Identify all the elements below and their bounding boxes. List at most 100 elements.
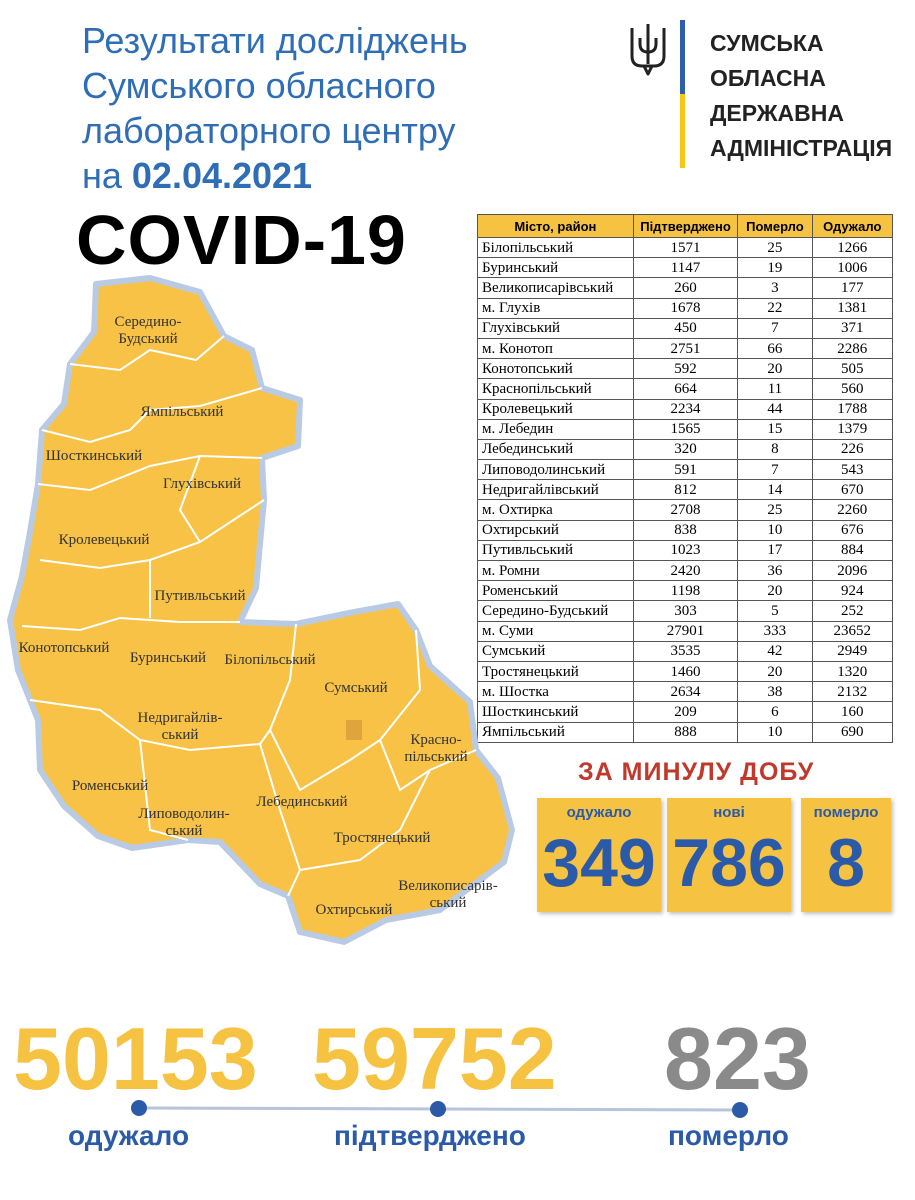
table-header-row: Місто, район Підтверджено Померло Одужал… xyxy=(477,214,894,238)
cell-district: Шосткинський xyxy=(477,701,634,723)
cell-confirmed: 260 xyxy=(632,277,739,299)
cell-confirmed: 591 xyxy=(632,459,739,481)
cell-died: 333 xyxy=(737,620,813,642)
district-borders xyxy=(21,335,477,897)
table-row: Кролевецький 2234 44 1788 xyxy=(477,398,894,420)
table-row: Середино-Будський 303 5 252 xyxy=(477,600,894,622)
title-line: лабораторного центру xyxy=(82,110,456,151)
cell-confirmed: 664 xyxy=(632,378,739,400)
cell-recovered: 160 xyxy=(811,701,894,723)
cell-confirmed: 320 xyxy=(632,438,739,461)
cell-recovered: 676 xyxy=(811,519,894,541)
cell-recovered: 226 xyxy=(811,438,894,461)
header-died: Померло xyxy=(737,214,813,238)
district-label-line: Охтирський xyxy=(316,902,393,918)
cell-district: Охтирський xyxy=(477,519,634,541)
cell-died: 25 xyxy=(737,236,813,259)
district-label-line: Ямпільський xyxy=(141,404,224,420)
cell-recovered: 1266 xyxy=(811,236,894,259)
cell-confirmed: 2234 xyxy=(632,398,739,420)
cell-district: м. Лебедин xyxy=(477,418,634,440)
district-label: Путивльський xyxy=(155,588,246,604)
title-line: Результати досліджень xyxy=(82,20,468,61)
district-label-line: Кролевецький xyxy=(59,532,150,548)
logo-line: ОБЛАСНА xyxy=(710,65,826,91)
district-label-line: Роменський xyxy=(72,778,148,794)
covid-heading: COVID-19 xyxy=(76,201,407,279)
cell-confirmed: 303 xyxy=(632,600,739,622)
sumy-region-map: Середино-Будський Ямпільський Шосткинський… xyxy=(7,275,515,945)
daily-title: ЗА МИНУЛУ ДОБУ xyxy=(578,758,815,786)
total-confirmed-label: підтверджено xyxy=(334,1120,526,1151)
cell-confirmed: 2634 xyxy=(632,681,739,703)
district-label-line: ський xyxy=(166,823,203,839)
cell-district: м. Охтирка xyxy=(477,499,634,521)
district-label-line: Красно- xyxy=(410,732,461,748)
table-row: Путивльський 1023 17 884 xyxy=(477,539,894,562)
cell-recovered: 690 xyxy=(811,721,894,743)
district-label: Лебединський xyxy=(256,794,347,810)
daily-new-card: нові 786 xyxy=(667,798,791,912)
table-row: Білопільський 1571 25 1266 xyxy=(477,236,894,259)
district-label: Красно-пільський xyxy=(404,732,467,765)
cell-district: Середино-Будський xyxy=(477,600,634,622)
cell-confirmed: 1678 xyxy=(632,297,739,319)
district-label-line: Недригайлів- xyxy=(137,710,222,726)
table-row: Глухівський 450 7 371 xyxy=(477,317,894,339)
cell-died: 20 xyxy=(737,660,813,683)
cell-district: Білопільський xyxy=(477,236,634,259)
cell-died: 25 xyxy=(737,499,813,521)
district-label: Великописарів-ський xyxy=(398,878,498,911)
cell-district: Тростянецький xyxy=(477,660,634,683)
cell-district: Ямпільський xyxy=(477,721,634,743)
cell-confirmed: 888 xyxy=(632,721,739,743)
cell-recovered: 177 xyxy=(811,277,894,299)
table-row: Краснопільський 664 11 560 xyxy=(477,378,894,400)
administration-logo: СУМСЬКА ОБЛАСНА ДЕРЖАВНА АДМІНІСТРАЦІЯ xyxy=(628,20,898,170)
cell-died: 10 xyxy=(737,721,813,743)
cell-confirmed: 592 xyxy=(632,358,739,380)
cell-recovered: 2260 xyxy=(811,499,894,521)
daily-recovered-value: 349 xyxy=(542,825,656,901)
cell-district: Конотопський xyxy=(477,358,634,380)
report-date: 02.04.2021 xyxy=(131,155,313,196)
table-row: Лебединський 320 8 226 xyxy=(477,438,894,461)
cell-recovered: 2096 xyxy=(811,559,894,582)
district-label-line: пільський xyxy=(404,749,467,765)
daily-died-value: 8 xyxy=(827,825,865,901)
cell-district: Путивльський xyxy=(477,539,634,562)
cell-died: 44 xyxy=(737,398,813,420)
table-row: м. Лебедин 1565 15 1379 xyxy=(477,418,894,440)
sumy-city-marker xyxy=(346,720,362,740)
table-row: Конотопський 592 20 505 xyxy=(477,358,894,380)
header-confirmed: Підтверджено xyxy=(632,214,739,238)
cell-recovered: 1788 xyxy=(811,398,894,420)
cell-confirmed: 812 xyxy=(632,479,739,501)
cell-died: 5 xyxy=(737,600,813,622)
cell-died: 6 xyxy=(737,701,813,723)
cell-recovered: 2949 xyxy=(811,640,894,662)
table-row: Охтирський 838 10 676 xyxy=(477,519,894,541)
cell-confirmed: 2708 xyxy=(632,499,739,521)
district-label-line: Білопільський xyxy=(224,652,315,668)
flag-blue xyxy=(680,20,685,94)
district-label: Липоводолин-ський xyxy=(138,806,229,839)
cell-died: 19 xyxy=(737,257,813,279)
table-row: Буринський 1147 19 1006 xyxy=(477,257,894,279)
cell-recovered: 884 xyxy=(811,539,894,562)
district-label-line: Липоводолин- xyxy=(138,806,229,822)
cell-recovered: 1320 xyxy=(811,660,894,683)
table-row: м. Шостка 2634 38 2132 xyxy=(477,681,894,703)
cell-died: 42 xyxy=(737,640,813,662)
cell-died: 7 xyxy=(737,317,813,339)
table-row: Тростянецький 1460 20 1320 xyxy=(477,660,894,683)
district-label: Сумський xyxy=(324,680,387,696)
region-outline xyxy=(7,275,515,945)
district-label: Глухівський xyxy=(163,476,241,492)
cell-recovered: 1379 xyxy=(811,418,894,440)
district-label-line: Глухівський xyxy=(163,476,241,492)
totals-timeline xyxy=(131,1100,748,1118)
district-label-line: Буринський xyxy=(130,650,206,666)
title-line: Сумського обласного xyxy=(82,65,436,106)
cell-recovered: 371 xyxy=(811,317,894,339)
